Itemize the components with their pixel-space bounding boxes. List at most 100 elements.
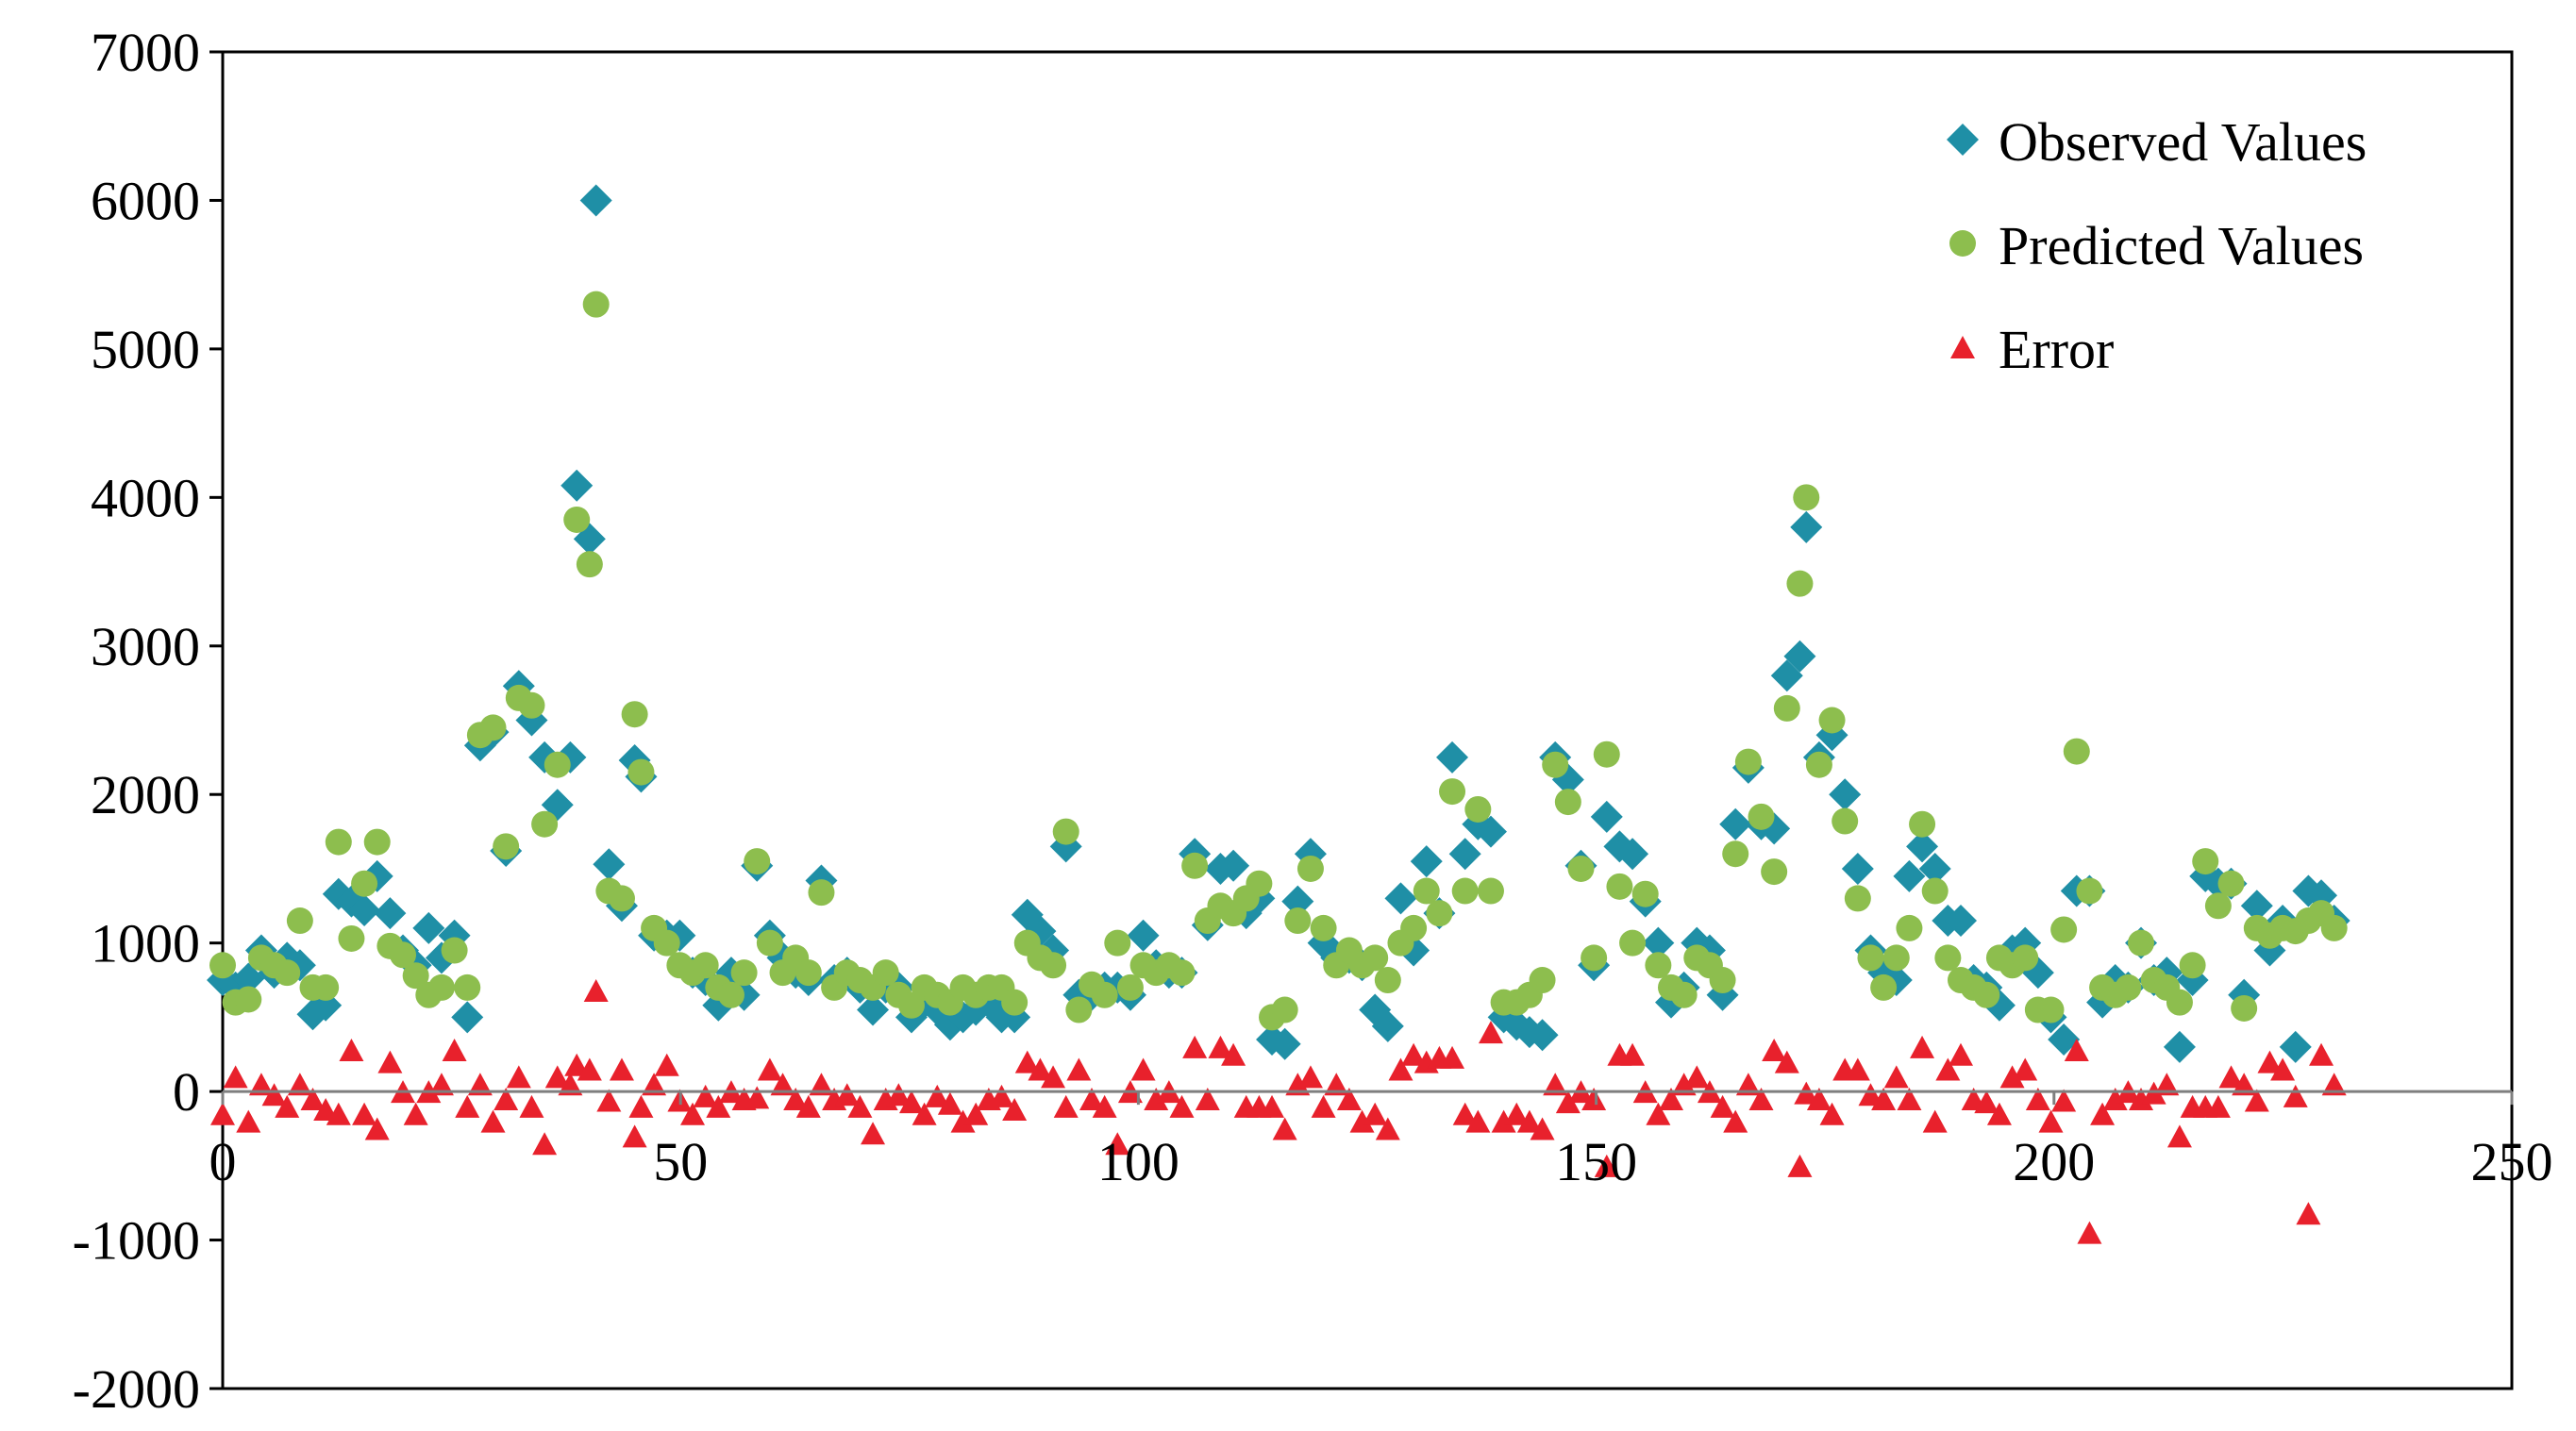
point-triangle (1324, 1073, 1349, 1096)
point-triangle (506, 1065, 531, 1089)
point-circle (1168, 959, 1196, 987)
point-triangle (1105, 1132, 1130, 1156)
point-triangle (352, 1102, 377, 1125)
point-circle (1362, 944, 1389, 972)
point-circle (274, 959, 301, 987)
point-triangle (442, 1039, 467, 1062)
point-circle (1805, 751, 1832, 778)
series-circle (209, 291, 2348, 1031)
point-triangle (937, 1091, 962, 1115)
series-layer (207, 184, 2350, 1244)
point-circle (717, 981, 744, 1008)
point-circle (427, 973, 455, 1001)
point-triangle (2232, 1073, 2257, 1096)
point-circle (2166, 989, 2193, 1016)
point-circle (1284, 907, 1312, 935)
point-diamond (1719, 807, 1752, 840)
point-circle (1844, 885, 1871, 912)
point-triangle (1883, 1065, 1909, 1089)
point-triangle (693, 1084, 718, 1107)
point-triangle (339, 1039, 364, 1062)
point-circle (1722, 840, 1749, 868)
point-circle (1464, 795, 1492, 823)
point-circle (2063, 738, 2090, 765)
point-triangle (2064, 1039, 2089, 1062)
point-circle (1400, 914, 1428, 941)
point-diamond (2240, 890, 2273, 923)
point-triangle (2321, 1073, 2347, 1096)
point-triangle (300, 1087, 326, 1110)
point-circle (744, 848, 771, 875)
point-triangle (898, 1090, 924, 1114)
point-triangle (1723, 1109, 1748, 1133)
point-triangle (912, 1102, 937, 1125)
point-circle (2179, 952, 2206, 979)
point-triangle (706, 1094, 731, 1118)
point-triangle (680, 1102, 706, 1125)
point-diamond (232, 962, 265, 995)
point-triangle (847, 1094, 873, 1118)
point-triangle (1440, 1045, 1465, 1069)
legend-label: Predicted Values (1999, 215, 2364, 276)
point-diamond (1371, 1009, 1404, 1042)
point-circle (1786, 570, 1814, 597)
x-tick-label: 200 (2013, 1131, 2095, 1192)
point-triangle (2166, 1124, 2192, 1148)
point-triangle (1478, 1021, 1503, 1044)
point-diamond (2279, 1030, 2312, 1063)
point-diamond (451, 1001, 484, 1034)
point-circle (627, 758, 655, 786)
point-circle (1921, 877, 1949, 905)
point-triangle (795, 1094, 821, 1118)
point-circle (1477, 877, 1504, 905)
point-triangle (2141, 1081, 2166, 1105)
point-diamond (412, 911, 445, 944)
point-circle (730, 959, 758, 987)
point-triangle (1787, 1154, 1813, 1177)
point-triangle (455, 1094, 480, 1118)
point-circle (795, 959, 822, 987)
point-triangle (1336, 1087, 1362, 1110)
point-circle (338, 924, 365, 952)
x-tick-label: 100 (1097, 1131, 1179, 1192)
point-circle (1413, 877, 1440, 905)
point-diamond (1906, 830, 1939, 863)
plot-border (221, 50, 2514, 1390)
y-tick-label: -1000 (73, 1210, 200, 1272)
legend: Observed Values Predicted Values Error (1947, 111, 2367, 380)
point-circle (209, 952, 236, 979)
point-diamond (1590, 800, 1623, 833)
point-triangle (2077, 1221, 2102, 1244)
point-triangle (428, 1073, 454, 1096)
point-diamond (593, 848, 626, 881)
point-diamond (1384, 882, 1417, 915)
point-triangle (1948, 1042, 1973, 1066)
point-circle (1631, 880, 1659, 907)
point-triangle (2129, 1087, 2154, 1110)
point-diamond (1616, 838, 1649, 871)
point-triangle (1260, 1094, 1285, 1118)
point-triangle (1710, 1094, 1735, 1118)
series-diamond (207, 184, 2350, 1063)
point-triangle (467, 1073, 493, 1096)
y-tick-label: 2000 (91, 764, 200, 825)
point-triangle (1646, 1102, 1671, 1125)
point-circle (493, 833, 520, 860)
point-triangle (1130, 1057, 1156, 1081)
point-diamond (2163, 1030, 2196, 1063)
point-triangle (609, 1057, 634, 1081)
point-diamond (1841, 852, 1874, 885)
point-triangle (1819, 1102, 1845, 1125)
point-triangle (2205, 1094, 2231, 1118)
point-triangle (1144, 1087, 1169, 1110)
point-triangle (326, 1102, 351, 1125)
point-triangle (493, 1087, 519, 1110)
point-circle (1296, 855, 1324, 882)
point-triangle (1002, 1098, 1028, 1122)
point-triangle (210, 1102, 235, 1125)
point-triangle (744, 1086, 770, 1109)
point-triangle (1774, 1050, 1799, 1073)
point-circle (351, 870, 378, 897)
point-triangle (377, 1050, 403, 1073)
point-triangle (1297, 1065, 1323, 1089)
